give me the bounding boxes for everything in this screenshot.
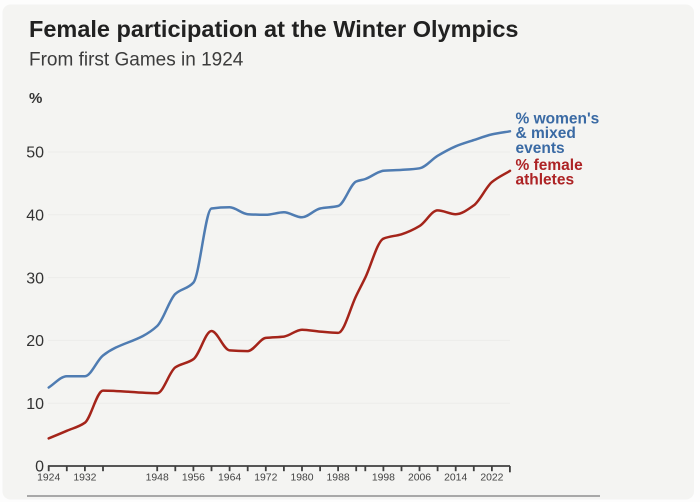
svg-text:50: 50 [26, 145, 44, 162]
svg-text:0: 0 [35, 459, 44, 476]
svg-text:20: 20 [26, 333, 44, 350]
svg-text:From first Games in 1924: From first Games in 1924 [29, 50, 244, 71]
svg-text:1972: 1972 [254, 473, 277, 484]
svg-text:% female: % female [516, 157, 584, 174]
svg-text:1932: 1932 [73, 473, 96, 484]
svg-text:1924: 1924 [37, 473, 60, 484]
svg-text:Female participation at the Wi: Female participation at the Winter Olymp… [29, 16, 518, 42]
svg-text:2006: 2006 [408, 473, 431, 484]
svg-text:1964: 1964 [218, 473, 241, 484]
svg-text:% women's: % women's [516, 111, 600, 128]
svg-text:athletes: athletes [516, 171, 575, 188]
svg-text:1980: 1980 [290, 473, 313, 484]
svg-text:1988: 1988 [327, 473, 350, 484]
svg-text:1948: 1948 [146, 473, 169, 484]
svg-text:2014: 2014 [444, 473, 467, 484]
svg-text:%: % [29, 90, 42, 107]
svg-text:1998: 1998 [372, 473, 395, 484]
svg-text:2022: 2022 [480, 473, 503, 484]
svg-text:10: 10 [26, 396, 44, 413]
svg-text:30: 30 [26, 270, 44, 287]
svg-text:& mixed: & mixed [516, 125, 576, 142]
svg-text:events: events [516, 140, 565, 157]
svg-text:1956: 1956 [182, 473, 205, 484]
svg-text:40: 40 [26, 208, 44, 225]
